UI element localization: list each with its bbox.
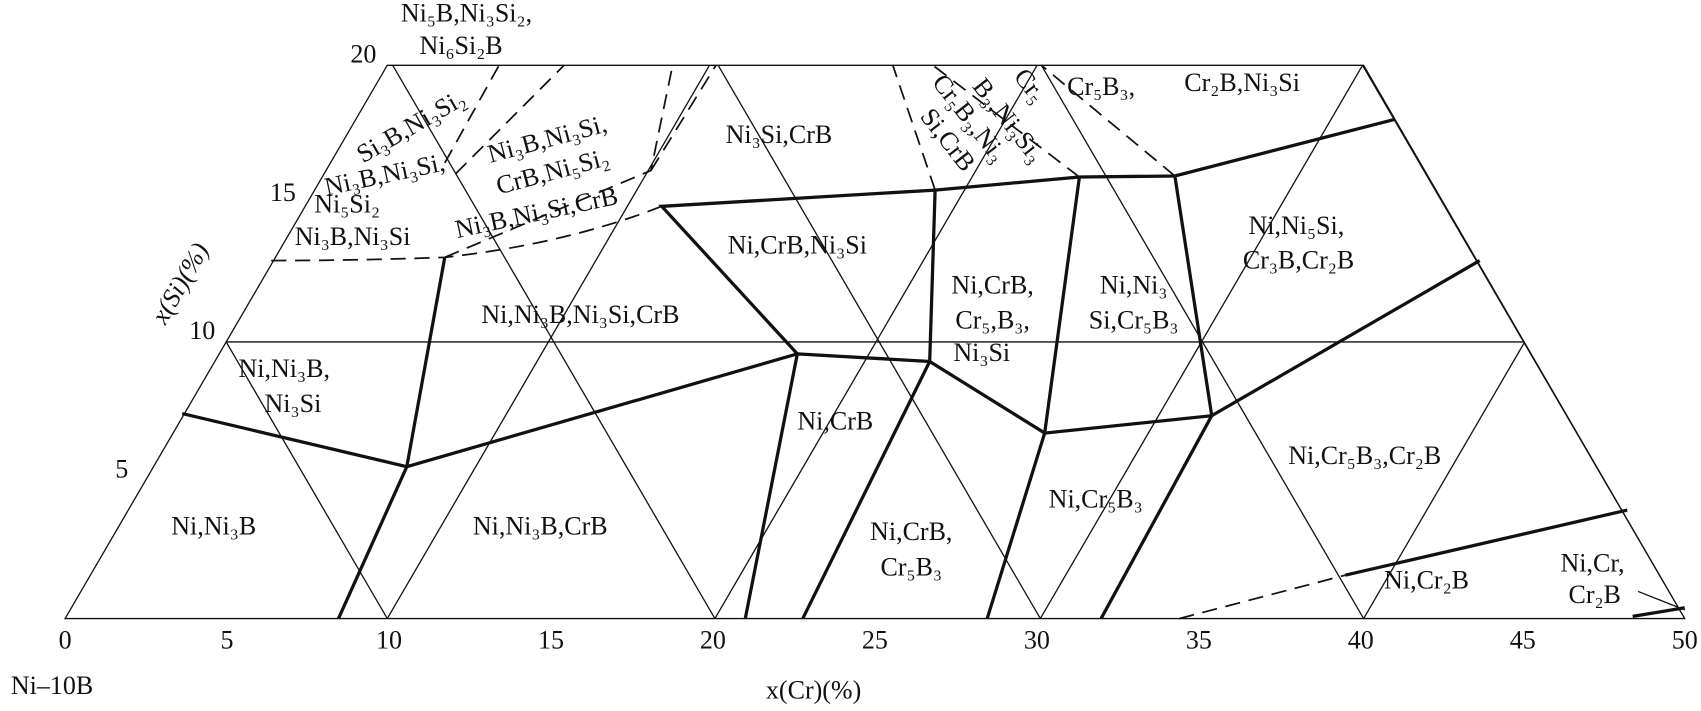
boundary-dashed: [650, 64, 717, 171]
x-tick-label: 50: [1672, 625, 1698, 654]
region-label: Ni,Cr₅B₃: [1049, 484, 1143, 513]
top-label: Ni₅B,Ni₃Si₂,: [401, 0, 532, 27]
x-tick-label: 30: [1024, 625, 1050, 654]
region-label: Ni,CrB,: [951, 271, 1033, 300]
boundary-dashed: [1040, 64, 1176, 177]
region-label: Ni₃Si: [265, 389, 322, 418]
region-label: Ni,Cr₅B₃,Cr₂B: [1288, 441, 1441, 470]
region-label: Ni,Ni₃B: [171, 511, 256, 540]
region-label: Ni₃B,Ni₃Si: [295, 222, 411, 251]
region-label: Cr₅,B₃,: [955, 305, 1030, 334]
x-tick-label: 15: [538, 625, 564, 654]
region-label: Ni,CrB,Ni₃Si: [728, 231, 867, 260]
region-label: Ni,Ni₅Si,: [1248, 211, 1344, 240]
x-tick-label: 10: [376, 625, 402, 654]
boundary: [985, 176, 1082, 620]
corner-label: Ni–10B: [11, 671, 93, 700]
x-tick-label: 5: [221, 625, 234, 654]
y-tick-label: 20: [350, 40, 376, 69]
region-label: Cr₃B,Cr₂B: [1243, 246, 1354, 275]
region-label: Ni,Ni₃B,CrB: [473, 511, 608, 540]
region-label: Cr₅B₃,: [1067, 72, 1135, 101]
grid-line: [1040, 65, 1365, 619]
frame: [63, 64, 1686, 620]
phase-boundaries: [181, 64, 1685, 620]
boundary: [1344, 508, 1628, 577]
region-label: Ni₅Si₂: [314, 189, 380, 218]
region-label: Ni,Ni₃B,Ni₃Si,CrB: [481, 300, 679, 329]
region-label: Ni,Cr,: [1561, 548, 1625, 577]
boundary: [801, 190, 937, 620]
x-tick-label: 45: [1510, 625, 1536, 654]
y-tick-label: 10: [189, 316, 215, 345]
grid-line: [714, 65, 1038, 619]
region-label: Ni,CrB,: [870, 517, 952, 546]
x-tick-label: 0: [59, 625, 72, 654]
boundary-dashed: [891, 65, 936, 191]
y-tick-label: 15: [270, 178, 296, 207]
grid-line: [1684, 65, 1685, 619]
boundary: [1632, 606, 1685, 619]
x-tick-label: 40: [1348, 625, 1374, 654]
region-label: Ni,Ni₃: [1100, 271, 1168, 300]
region-label: Cr₂B,Ni₃Si: [1184, 68, 1300, 97]
grid-line: [392, 65, 716, 619]
boundary-dashed: [444, 64, 500, 164]
x-tick-label: 25: [862, 625, 888, 654]
boundary: [181, 259, 1481, 469]
boundary: [658, 117, 1395, 619]
grid-line: [386, 65, 711, 619]
x-tick-label: 20: [700, 625, 726, 654]
boundary-dashed: [932, 64, 1080, 178]
boundary-dashed: [1178, 574, 1346, 620]
outline: [63, 64, 1686, 620]
grid-line: [1361, 65, 1685, 619]
boundary: [336, 257, 447, 620]
region-label: Cr₂B: [1568, 580, 1620, 609]
region-label: Cr₅B₃: [880, 553, 942, 582]
region-label: Ni₃Si: [953, 338, 1010, 367]
region-label: Ni₃Si,CrB: [726, 120, 833, 149]
region-label: Si,Cr₅B₃: [1089, 305, 1179, 334]
grid-line: [717, 65, 1041, 619]
x-tick-label: 35: [1186, 625, 1212, 654]
y-tick-label: 5: [115, 455, 128, 484]
region-label: Ni,CrB: [797, 406, 873, 435]
leader: [1637, 590, 1685, 611]
region-label: Ni,Ni₃B,: [238, 354, 329, 383]
x-axis-label: x(Cr)(%): [766, 675, 861, 704]
region-label: Ni,Cr₂B: [1384, 566, 1469, 595]
boundary-dashed: [455, 64, 565, 175]
top-label: Ni₆Si₂B: [419, 31, 502, 60]
boundary: [1099, 175, 1214, 620]
